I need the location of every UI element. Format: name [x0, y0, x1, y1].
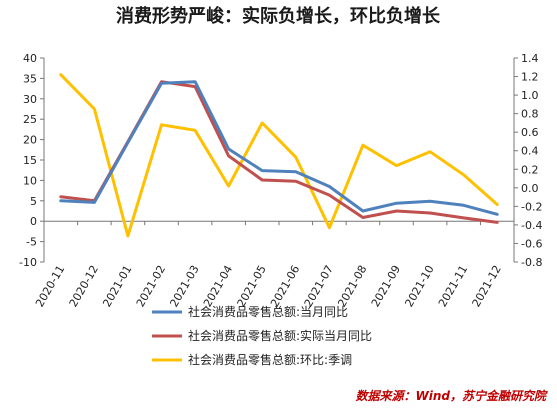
x-tick-label: 2021-08	[335, 263, 369, 309]
left-tick-label: 15	[23, 154, 37, 167]
series-line-1	[59, 80, 499, 216]
x-tick-label: 2021-01	[100, 263, 134, 309]
x-tick-label: 2021-04	[201, 263, 235, 309]
right-tick-label: 0.6	[521, 126, 539, 139]
x-tick-label: 2021-02	[134, 263, 168, 309]
left-tick-labels: -10 -5 0 5 10 15 20 25 30 35 40	[19, 52, 44, 269]
chart-title: 消费形势严峻：实际负增长，环比负增长	[116, 5, 441, 27]
right-tick-labels: -0.8 -0.6 -0.4 -0.2 0.0 0.2 0.4 0.6 0.8 1.0 1.2 1.4	[514, 52, 542, 269]
legend-item: 社会消费品零售总额:实际当月同比	[152, 328, 372, 343]
right-tick-label: -0.2	[521, 200, 542, 213]
x-tick-label: 2021-09	[369, 263, 403, 309]
legend-label: 社会消费品零售总额:环比:季调	[188, 352, 352, 367]
legend-label: 社会消费品零售总额:实际当月同比	[188, 328, 372, 343]
left-tick-label: 30	[23, 93, 37, 106]
left-tick-label: 35	[23, 72, 37, 85]
x-tick-label: 2021-10	[402, 263, 436, 309]
x-tick-label: 2020-11	[33, 263, 67, 309]
x-tick-label: 2021-03	[167, 263, 201, 309]
left-tick-label: 20	[23, 134, 37, 147]
right-tick-label: 1.4	[521, 52, 539, 65]
right-tick-label: 0.2	[521, 163, 539, 176]
plot-area: -10 -5 0 5 10 15 20 25 30 35 40 -0.8 -0.6 -0.4 -0.2 0.…	[19, 52, 542, 309]
x-tick-labels: 2020-11 2020-12 2021-01 2021-02 2021-03 2021-…	[33, 221, 515, 309]
right-tick-label: 0.0	[521, 182, 539, 195]
x-tick-label: 2021-12	[470, 263, 504, 309]
series-line-3	[59, 73, 499, 238]
left-tick-label: 40	[23, 52, 37, 65]
right-tick-label: -0.6	[521, 237, 542, 250]
legend-item: 社会消费品零售总额:当月同比	[152, 304, 348, 319]
right-tick-label: 0.4	[521, 145, 539, 158]
right-tick-label: -0.8	[521, 256, 542, 269]
x-tick-label: 2021-11	[436, 263, 470, 309]
left-tick-label: -10	[19, 256, 37, 269]
right-tick-label: 0.8	[521, 108, 539, 121]
left-tick-label: 5	[30, 195, 37, 208]
x-tick-label: 2021-06	[268, 263, 302, 309]
x-tick-label: 2020-12	[67, 263, 101, 309]
legend-item: 社会消费品零售总额:环比:季调	[152, 352, 352, 367]
right-tick-label: 1.2	[521, 71, 539, 84]
x-tick-label: 2021-07	[302, 263, 336, 309]
legend: 社会消费品零售总额:当月同比社会消费品零售总额:实际当月同比社会消费品零售总额:…	[152, 304, 372, 367]
legend-label: 社会消费品零售总额:当月同比	[188, 304, 348, 319]
source-note: 数据来源：Wind，苏宁金融研究院	[356, 389, 548, 403]
series-lines	[59, 73, 499, 238]
left-tick-label: 10	[23, 174, 37, 187]
right-tick-label: 1.0	[521, 89, 539, 102]
left-tick-label: 25	[23, 113, 37, 126]
x-tick-label: 2021-05	[235, 263, 269, 309]
left-tick-label: 0	[30, 215, 37, 228]
left-tick-label: -5	[26, 236, 37, 249]
right-tick-label: -0.4	[521, 219, 542, 232]
